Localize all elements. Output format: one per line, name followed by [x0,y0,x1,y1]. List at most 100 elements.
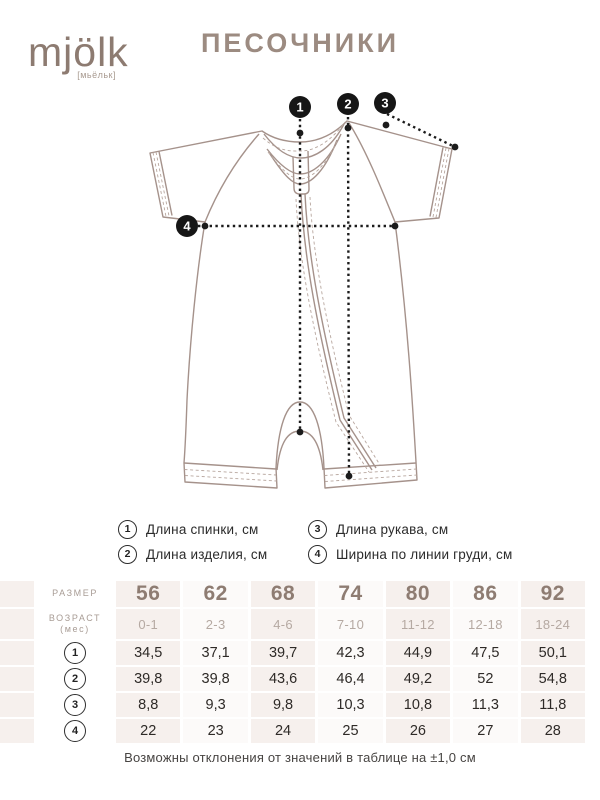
measure-point-4-badge [176,215,198,237]
size-header-74: 74 [318,581,383,607]
measure-value: 39,7 [268,645,298,661]
measure-value-cell: 8,8 [116,693,181,717]
legend-item-1: 1 Длина спинки, см [118,519,276,539]
measure-value-cell: 54,8 [520,667,585,691]
table-number-icon: 1 [64,642,86,664]
size-header-80: 80 [385,581,451,607]
measurement-legend: 1 Длина спинки, см 2 Длина изделия, см 3 Дли… [118,519,518,564]
measure-point-2-number: 2 [344,97,351,112]
measure-point-2-badge [337,93,359,115]
size-value: 68 [270,582,296,605]
age-row-label: ВОЗРАСТ (мес) [37,609,113,639]
measure-value: 25 [342,723,359,739]
measure-value-cell: 39,7 [250,641,316,665]
measure-value-cell: 47,5 [453,641,518,665]
legend-column-left: 1 Длина спинки, см 2 Длина изделия, см [118,519,276,564]
brand-logo-text: mjölk [28,29,129,75]
size-header-62: 62 [183,581,248,607]
measure-point-3-badge [374,92,396,114]
measure-value-cell: 25 [318,719,383,743]
measure-value-cell: 42,3 [318,641,383,665]
legend-number-icon: 3 [308,519,327,539]
measure-value-cell: 23 [183,719,248,743]
measurement-lines [198,112,456,477]
measure-value: 34,5 [134,645,163,661]
age-row-label-text: ВОЗРАСТ [48,612,102,623]
measure-value-cell: 26 [385,719,451,743]
measure-value-cell: 9,8 [250,693,316,717]
brand-logo: mjölk [мьёльк] [28,29,129,80]
measure-value-cell: 10,8 [385,693,451,717]
measure-value: 10,8 [403,697,433,713]
measure-value: 50,1 [538,645,567,661]
size-value: 92 [540,582,565,605]
measure-value: 54,8 [538,671,567,687]
measure-point-4-number: 4 [183,219,191,234]
garment-outline [149,120,453,489]
tolerance-note: Возможны отклонения от значений в таблиц… [124,750,476,765]
measure-point-3-number: 3 [381,96,388,111]
measure-value: 9,8 [272,697,294,713]
measure-value: 27 [477,723,494,739]
age-cell: 7-10 [318,609,383,639]
table-edge-strip [0,581,34,607]
measurement-badges: 1 2 3 4 [176,92,396,237]
size-value: 56 [136,582,161,605]
measure-line-2 [346,116,351,477]
measure-value: 22 [140,723,157,739]
table-edge-strip [0,667,34,691]
measure-point-1-number: 1 [296,100,303,115]
measure-line-3 [386,112,456,149]
table-number-icon: 4 [64,720,86,742]
measure-row-label-2: 2 [37,667,113,691]
measure-value: 39,8 [134,671,163,687]
size-header-86: 86 [453,581,518,607]
legend-label: Длина рукава, см [336,521,449,537]
measure-value-cell: 9,3 [183,693,248,717]
garment-stitching [152,121,450,482]
age-cell: 18-24 [520,609,585,639]
measure-value-cell: 50,1 [520,641,585,665]
measure-value-cell: 39,8 [116,667,181,691]
table-edge-strip [0,719,34,743]
measure-value-cell: 27 [453,719,518,743]
age-value: 0-1 [138,616,159,632]
measure-value-cell: 10,3 [318,693,383,717]
measure-value: 46,4 [336,671,365,687]
legend-number-icon: 4 [308,544,327,564]
age-cell: 4-6 [250,609,316,639]
measure-value-cell: 28 [520,719,585,743]
measure-value: 9,3 [205,697,226,713]
table-number-icon: 2 [64,668,86,690]
age-value: 12-18 [467,616,503,632]
measure-value-cell: 49,2 [385,667,451,691]
measure-value: 11,3 [471,697,499,713]
measure-value: 28 [544,723,561,739]
measure-value: 8,8 [138,697,159,713]
measure-value: 26 [409,723,426,739]
age-row-label-sub: (мес) [60,624,90,634]
age-cell: 12-18 [453,609,518,639]
measure-row-label-1: 1 [37,641,113,665]
page-title: ПЕСОЧНИКИ [200,28,399,58]
size-value: 74 [338,582,363,605]
measure-value: 39,8 [201,671,230,687]
legend-number-icon: 1 [118,519,137,539]
table-edge-strip [0,609,34,639]
age-value: 18-24 [535,616,571,632]
legend-column-right: 3 Длина рукава, см 4 Ширина по линии груди,… [308,519,513,564]
legend-item-4: 4 Ширина по линии груди, см [308,544,513,564]
measure-value: 11,8 [539,697,567,713]
legend-item-3: 3 Длина рукава, см [308,519,513,539]
age-cell: 0-1 [116,609,181,639]
table-number-icon: 3 [64,694,86,716]
measure-value-cell: 46,4 [318,667,383,691]
size-value: 62 [203,582,228,605]
legend-item-2: 2 Длина изделия, см [118,544,276,564]
measure-value-cell: 22 [116,719,181,743]
measure-value: 49,2 [403,671,433,687]
measure-value: 43,6 [268,671,298,687]
measure-value-cell: 43,6 [250,667,316,691]
